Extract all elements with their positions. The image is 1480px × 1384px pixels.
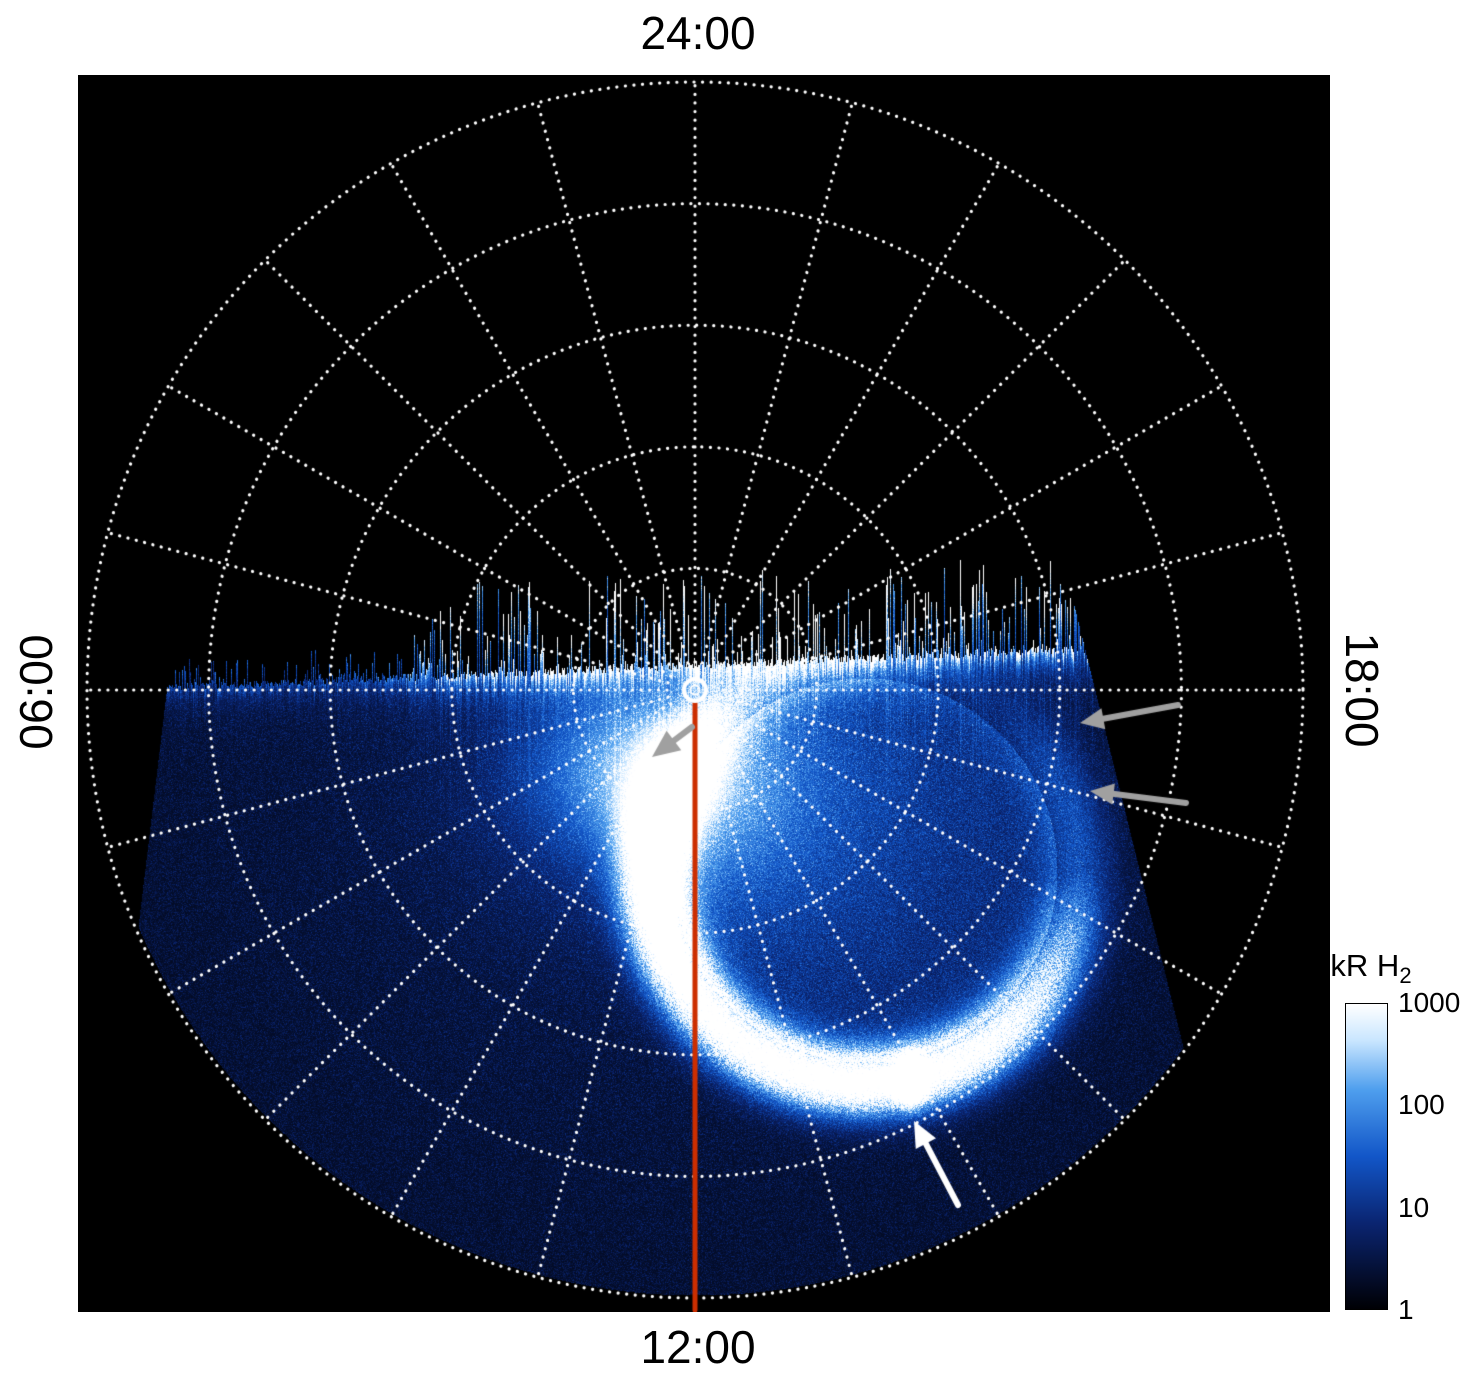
time-label-0600: 06:00 bbox=[10, 634, 62, 750]
colorbar-tick-100: 100 bbox=[1398, 1089, 1445, 1121]
colorbar-ticks: 1000 100 10 1 bbox=[1398, 989, 1478, 1324]
time-label-2400: 24:00 bbox=[640, 7, 756, 59]
colorbar-gradient bbox=[1345, 1003, 1388, 1310]
colorbar-title: kR H2 bbox=[1286, 948, 1456, 989]
colorbar-tick-10: 10 bbox=[1398, 1191, 1430, 1223]
colorbar-tick-1: 1 bbox=[1398, 1294, 1414, 1325]
time-label-1200: 12:00 bbox=[640, 1321, 756, 1373]
polar-plot-area bbox=[78, 75, 1330, 1312]
colorbar-tick-1000: 1000 bbox=[1398, 987, 1461, 1018]
colorbar-title-text: kR H bbox=[1330, 948, 1400, 983]
colorbar-title-subscript: 2 bbox=[1399, 963, 1412, 988]
aurora-polar-plot-canvas bbox=[78, 75, 1330, 1312]
time-label-1800: 18:00 bbox=[1336, 632, 1388, 748]
